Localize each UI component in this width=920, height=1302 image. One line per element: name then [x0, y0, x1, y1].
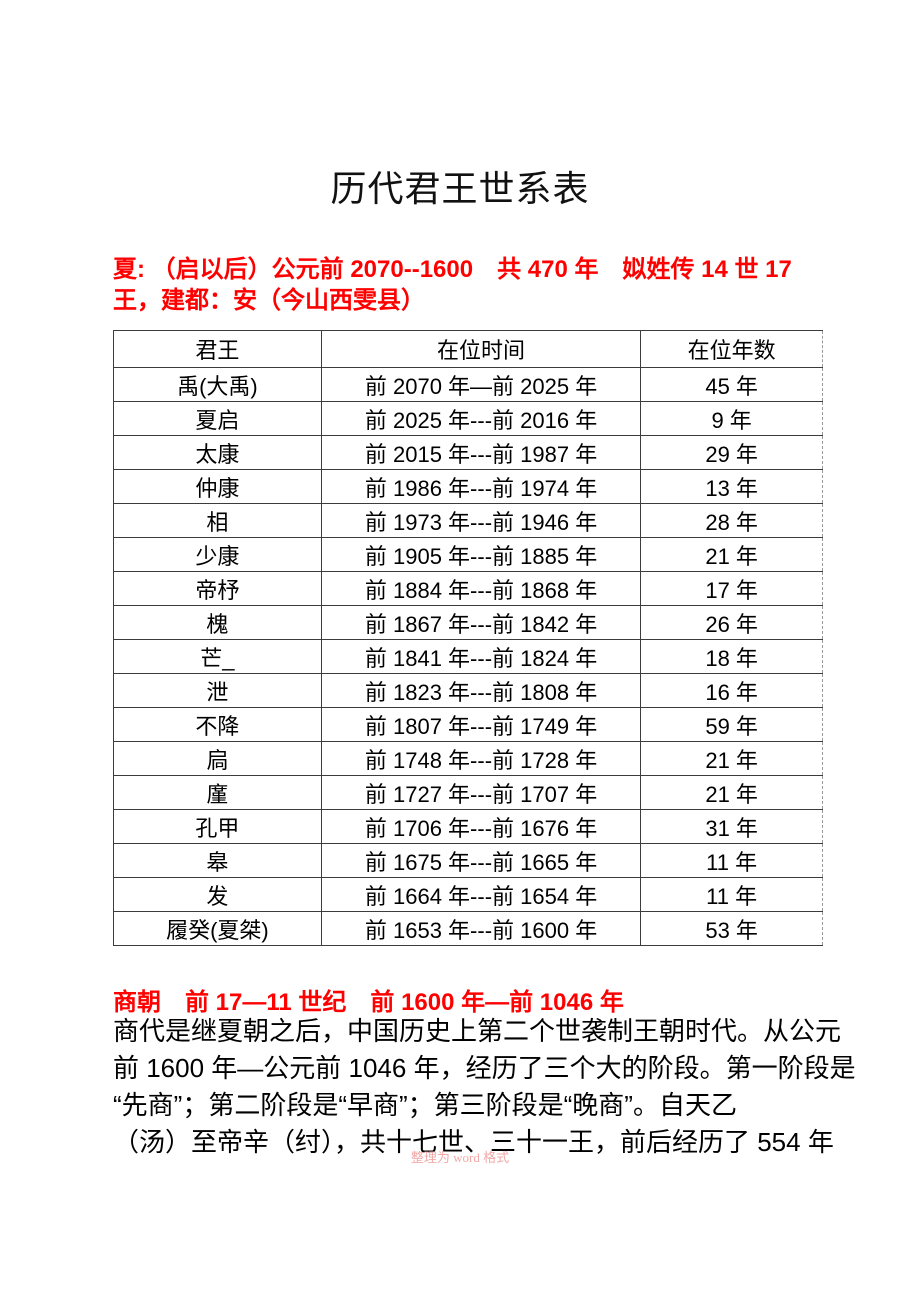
cell-reign-years: 29 年	[640, 435, 823, 470]
cell-reign-period: 前 1905 年---前 1885 年	[320, 537, 642, 572]
cell-reign-years: 53 年	[640, 911, 823, 946]
paragraph-line: 前 1600 年—公元前 1046 年，经历了三个大的阶段。第一阶段是	[113, 1053, 856, 1083]
xia-heading-line1: 夏: （启以后）公元前 2070--1600 共 470 年 姒姓传 14 世 …	[113, 256, 792, 283]
cell-reign-years: 11 年	[640, 877, 823, 912]
cell-monarch: 禹(大禹)	[113, 367, 322, 402]
cell-reign-years: 26 年	[640, 605, 823, 640]
table-row: 发 前 1664 年---前 1654 年 11 年	[113, 877, 823, 912]
shang-dynasty-heading: 商朝 前 17—11 世纪 前 1600 年—前 1046 年	[113, 989, 624, 1016]
table-row: 仲康 前 1986 年---前 1974 年 13 年	[113, 469, 823, 504]
cell-monarch: 扃	[113, 741, 322, 776]
cell-reign-period: 前 1675 年---前 1665 年	[320, 843, 642, 878]
cell-reign-years: 21 年	[640, 741, 823, 776]
cell-monarch: 太康	[113, 435, 322, 470]
cell-monarch: 不降	[113, 707, 322, 742]
table-row: 帝杼 前 1884 年---前 1868 年 17 年	[113, 571, 823, 606]
cell-reign-period: 前 1664 年---前 1654 年	[320, 877, 642, 912]
table-row: 太康 前 2015 年---前 1987 年 29 年	[113, 435, 823, 470]
cell-reign-years: 21 年	[640, 537, 823, 572]
cell-reign-years: 16 年	[640, 673, 823, 708]
cell-reign-years: 31 年	[640, 809, 823, 844]
watermark-text: 整理为 word 格式	[410, 1150, 510, 1165]
cell-reign-period: 前 1807 年---前 1749 年	[320, 707, 642, 742]
cell-reign-years: 18 年	[640, 639, 823, 674]
cell-monarch: 皋	[113, 843, 322, 878]
table-row: 不降 前 1807 年---前 1749 年 59 年	[113, 707, 823, 742]
paragraph-line: （汤）至帝辛（纣），共十七世、三十一王，前后经历了 554 年	[113, 1127, 834, 1157]
column-header-monarch: 君王	[113, 330, 322, 368]
xia-monarch-table: 君王 在位时间 在位年数 禹(大禹) 前 2070 年—前 2025 年 45 …	[113, 330, 823, 946]
table-header: 君王 在位时间 在位年数	[113, 330, 823, 368]
table-row: 槐 前 1867 年---前 1842 年 26 年	[113, 605, 823, 640]
paragraph-line: “先商”；第二阶段是“早商”；第三阶段是“晚商”。自天乙	[113, 1090, 737, 1120]
cell-monarch: 泄	[113, 673, 322, 708]
cell-reign-period: 前 1867 年---前 1842 年	[320, 605, 642, 640]
cell-reign-period: 前 1727 年---前 1707 年	[320, 775, 642, 810]
xia-heading-line2: 王，建都：安（今山西雯县）	[113, 287, 425, 314]
cell-reign-period: 前 1823 年---前 1808 年	[320, 673, 642, 708]
cell-monarch: 夏启	[113, 401, 322, 436]
cell-reign-period: 前 1706 年---前 1676 年	[320, 809, 642, 844]
cell-monarch: 少康	[113, 537, 322, 572]
table-row: 芒_ 前 1841 年---前 1824 年 18 年	[113, 639, 823, 674]
dynasty-table-body: 禹(大禹) 前 2070 年—前 2025 年 45 年 夏启 前 2025 年…	[113, 367, 823, 946]
table-header-row: 君王 在位时间 在位年数	[113, 330, 823, 368]
cell-reign-period: 前 2015 年---前 1987 年	[320, 435, 642, 470]
table-row: 履癸(夏桀) 前 1653 年---前 1600 年 53 年	[113, 911, 823, 946]
table-row: 廑 前 1727 年---前 1707 年 21 年	[113, 775, 823, 810]
cell-monarch: 相	[113, 503, 322, 538]
cell-reign-period: 前 1748 年---前 1728 年	[320, 741, 642, 776]
column-header-reign-period: 在位时间	[320, 330, 642, 368]
cell-reign-years: 59 年	[640, 707, 823, 742]
cell-monarch: 帝杼	[113, 571, 322, 606]
shang-dynasty-paragraph: 商代是继夏朝之后，中国历史上第二个世袭制王朝时代。从公元前 1600 年—公元前…	[113, 1013, 856, 1161]
cell-monarch: 孔甲	[113, 809, 322, 844]
cell-reign-years: 45 年	[640, 367, 823, 402]
table-row: 相 前 1973 年---前 1946 年 28 年	[113, 503, 823, 538]
cell-reign-years: 9 年	[640, 401, 823, 436]
cell-monarch: 芒_	[113, 639, 322, 674]
table-row: 泄 前 1823 年---前 1808 年 16 年	[113, 673, 823, 708]
cell-reign-period: 前 1973 年---前 1946 年	[320, 503, 642, 538]
cell-monarch: 履癸(夏桀)	[113, 911, 322, 946]
cell-reign-period: 前 2025 年---前 2016 年	[320, 401, 642, 436]
cell-reign-years: 21 年	[640, 775, 823, 810]
cell-reign-years: 17 年	[640, 571, 823, 606]
cell-monarch: 廑	[113, 775, 322, 810]
cell-monarch: 槐	[113, 605, 322, 640]
table-row: 扃 前 1748 年---前 1728 年 21 年	[113, 741, 823, 776]
cell-reign-period: 前 1986 年---前 1974 年	[320, 469, 642, 504]
cell-monarch: 发	[113, 877, 322, 912]
table-row: 夏启 前 2025 年---前 2016 年 9 年	[113, 401, 823, 436]
cell-reign-period: 前 1884 年---前 1868 年	[320, 571, 642, 606]
cell-reign-period: 前 2070 年—前 2025 年	[320, 367, 642, 402]
table-row: 皋 前 1675 年---前 1665 年 11 年	[113, 843, 823, 878]
cell-reign-years: 11 年	[640, 843, 823, 878]
cell-reign-years: 28 年	[640, 503, 823, 538]
table-row: 少康 前 1905 年---前 1885 年 21 年	[113, 537, 823, 572]
table-row: 孔甲 前 1706 年---前 1676 年 31 年	[113, 809, 823, 844]
cell-monarch: 仲康	[113, 469, 322, 504]
cell-reign-period: 前 1841 年---前 1824 年	[320, 639, 642, 674]
cell-reign-years: 13 年	[640, 469, 823, 504]
xia-dynasty-heading: 夏: （启以后）公元前 2070--1600 共 470 年 姒姓传 14 世 …	[113, 254, 825, 316]
cell-reign-period: 前 1653 年---前 1600 年	[320, 911, 642, 946]
column-header-reign-years: 在位年数	[640, 330, 823, 368]
table-row: 禹(大禹) 前 2070 年—前 2025 年 45 年	[113, 367, 823, 402]
paragraph-line: 商代是继夏朝之后，中国历史上第二个世袭制王朝时代。从公元	[113, 1016, 842, 1046]
page-title: 历代君王世系表	[330, 168, 590, 209]
